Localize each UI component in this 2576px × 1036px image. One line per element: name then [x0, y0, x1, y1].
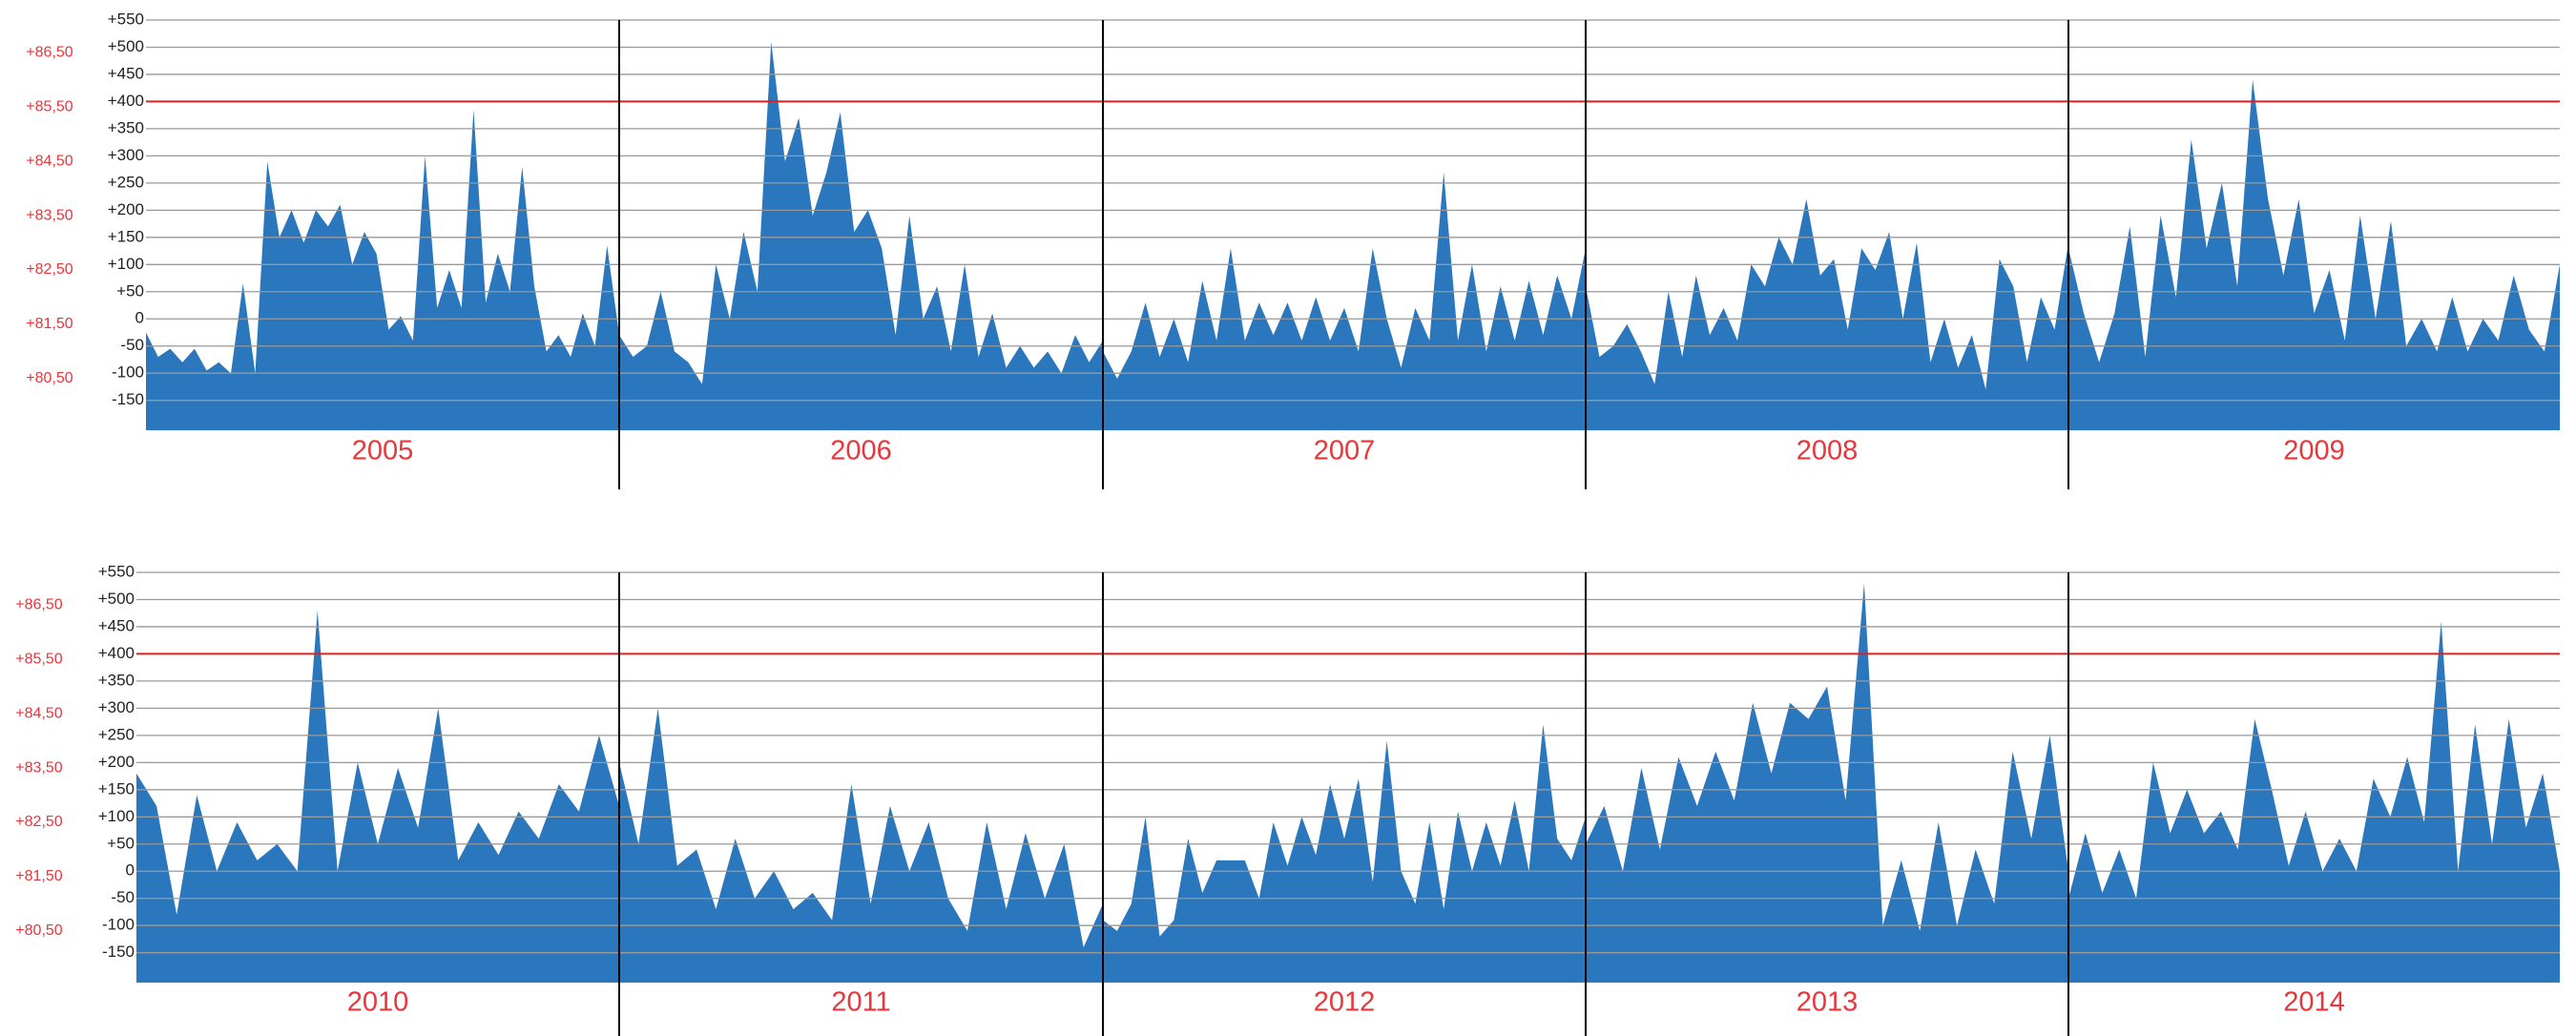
y-tick-label: +50: [107, 834, 135, 852]
y2-tick-label: +86,50: [15, 596, 62, 612]
y-tick-label: +550: [108, 10, 144, 28]
area: [1586, 198, 2068, 430]
y2-tick-label: +84,50: [26, 153, 73, 169]
y-tick-label: 0: [126, 861, 135, 880]
y2-tick-label: +85,50: [15, 651, 62, 667]
y-tick-label: +250: [98, 725, 135, 743]
year-label: 2007: [1314, 436, 1376, 466]
y2-tick-label: +84,50: [15, 705, 62, 721]
area: [2068, 79, 2560, 430]
y-tick-label: +400: [108, 92, 144, 110]
area: [1586, 583, 2068, 983]
area: [2068, 621, 2560, 983]
panel: +550+500+450+400+350+300+250+200+150+100…: [15, 562, 2560, 1036]
y-tick-label: +150: [108, 227, 144, 245]
year-label: 2009: [2283, 436, 2345, 466]
y-tick-label: -50: [111, 888, 135, 906]
y-tick-label: -100: [102, 916, 135, 934]
year-label: 2008: [1797, 436, 1859, 466]
panel: +550+500+450+400+350+300+250+200+150+100…: [26, 10, 2560, 489]
y-tick-label: +400: [98, 644, 135, 662]
year-label: 2010: [347, 987, 409, 1018]
area: [146, 110, 619, 430]
y-tick-label: +350: [108, 118, 144, 136]
y-tick-label: +500: [98, 590, 135, 608]
y-tick-label: +200: [98, 753, 135, 771]
area: [136, 610, 619, 983]
y-tick-label: -100: [112, 363, 144, 382]
y-tick-label: +350: [98, 671, 135, 689]
year-label: 2012: [1314, 987, 1376, 1018]
y2-tick-label: +80,50: [26, 370, 73, 386]
y-tick-label: 0: [135, 309, 144, 327]
y2-tick-label: +81,50: [15, 868, 62, 884]
y-tick-label: +100: [108, 255, 144, 273]
y2-tick-label: +86,50: [26, 44, 73, 60]
y-tick-label: +150: [98, 779, 135, 798]
y-tick-label: +450: [108, 64, 144, 82]
year-label: 2014: [2283, 987, 2345, 1018]
y-tick-label: +500: [108, 37, 144, 55]
year-label: 2006: [830, 436, 892, 466]
y2-tick-label: +80,50: [15, 922, 62, 939]
y-tick-label: +200: [108, 200, 144, 218]
y-tick-label: -150: [112, 390, 144, 408]
year-label: 2005: [352, 436, 414, 466]
y-tick-label: +300: [98, 698, 135, 716]
y2-tick-label: +85,50: [26, 98, 73, 114]
y-tick-label: +550: [98, 562, 135, 580]
y-tick-label: +450: [98, 616, 135, 634]
y-tick-label: +100: [98, 807, 135, 825]
y-tick-label: +250: [108, 173, 144, 191]
year-label: 2013: [1797, 987, 1859, 1018]
y2-tick-label: +83,50: [15, 759, 62, 776]
y2-tick-label: +81,50: [26, 316, 73, 332]
y-tick-label: +300: [108, 146, 144, 164]
y-tick-label: -50: [120, 336, 144, 354]
y2-tick-label: +83,50: [26, 207, 73, 223]
y2-tick-label: +82,50: [26, 261, 73, 278]
area: [619, 708, 1103, 983]
area: [1103, 724, 1586, 983]
area: [1103, 172, 1586, 430]
y-tick-label: +50: [116, 281, 144, 300]
year-label: 2011: [831, 987, 890, 1018]
y2-tick-label: +82,50: [15, 814, 62, 830]
area: [619, 41, 1103, 431]
y-tick-label: -150: [102, 943, 135, 961]
